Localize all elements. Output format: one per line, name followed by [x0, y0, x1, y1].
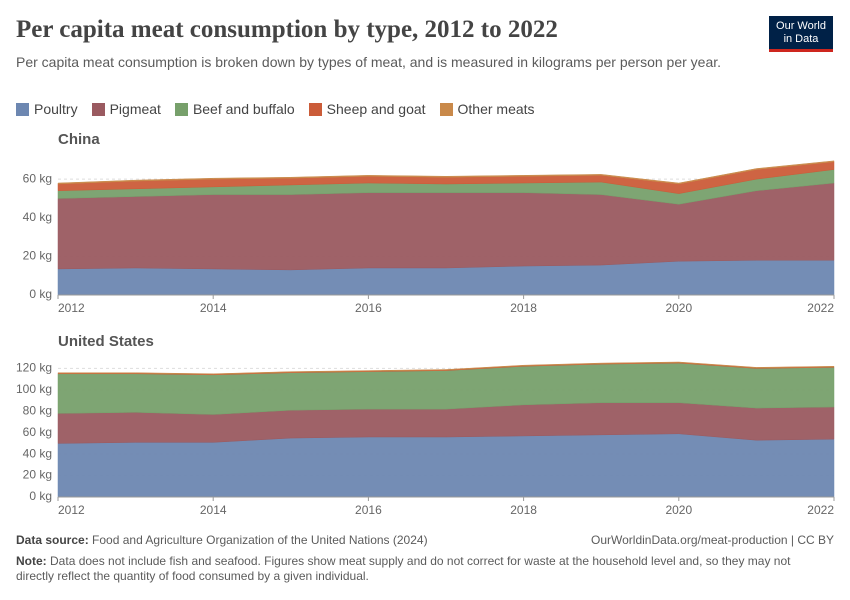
chart: China 0 kg 20 kg 40 kg 60 kg 2012 2014 2016 2018…	[16, 131, 835, 517]
legend-swatch	[308, 102, 322, 116]
x-tick-label: 2022	[807, 503, 834, 517]
panel-title: China	[58, 131, 100, 148]
x-tick-label: 2020	[665, 301, 692, 315]
y-tick-label: 60 kg	[23, 171, 52, 185]
chart-subtitle: Per capita meat consumption is broken do…	[16, 54, 722, 70]
legend-item[interactable]: Poultry	[16, 101, 78, 117]
legend-label: Beef and buffalo	[192, 101, 295, 117]
legend-swatch	[91, 102, 105, 116]
url[interactable]: OurWorldinData.org/meat-production | CC …	[591, 533, 834, 547]
panel-title: United States	[58, 333, 154, 350]
note: Note: Data does not include fish and sea…	[16, 554, 806, 584]
legend-label: Pigmeat	[109, 101, 161, 117]
source-text: Food and Agriculture Organization of the…	[92, 533, 428, 547]
note-label: Note:	[16, 554, 47, 568]
note-text: Data does not include fish and seafood. …	[16, 554, 791, 583]
chart-title: Per capita meat consumption by type, 201…	[16, 16, 558, 43]
legend-label: Other meats	[457, 101, 535, 117]
logo[interactable]: Our World in Data	[769, 16, 833, 52]
x-tick-label: 2016	[355, 301, 382, 315]
legend-item[interactable]: Beef and buffalo	[174, 101, 295, 117]
legend-swatch	[439, 102, 453, 116]
y-tick-label: 20 kg	[23, 468, 52, 482]
legend-item[interactable]: Sheep and goat	[308, 101, 426, 117]
y-tick-label: 20 kg	[23, 249, 52, 263]
y-tick-label: 60 kg	[23, 425, 52, 439]
legend-swatch	[16, 102, 29, 116]
y-tick-label: 0 kg	[29, 489, 52, 503]
y-tick-label: 40 kg	[23, 210, 52, 224]
x-tick-label: 2018	[510, 301, 537, 315]
legend-label: Sheep and goat	[326, 101, 426, 117]
x-tick-label: 2014	[200, 301, 227, 315]
area	[57, 433, 835, 498]
x-tick-label: 2018	[510, 503, 537, 517]
x-tick-label: 2016	[355, 503, 382, 517]
logo-text: Our World	[776, 20, 826, 32]
legend-swatch	[174, 102, 188, 116]
source: Data source: Food and Agriculture Organi…	[16, 533, 428, 548]
logo-text: in Data	[783, 33, 819, 45]
legend: Poultry Pigmeat Beef and buffalo Sheep and …	[16, 101, 535, 117]
x-tick-label: 2022	[807, 301, 834, 315]
area	[57, 361, 835, 375]
source-label: Data source:	[16, 533, 89, 547]
x-tick-label: 2020	[665, 503, 692, 517]
x-tick-label: 2012	[58, 301, 85, 315]
legend-item[interactable]: Other meats	[439, 101, 535, 117]
y-tick-label: 100 kg	[16, 382, 52, 396]
y-tick-label: 0 kg	[29, 287, 52, 301]
y-tick-label: 80 kg	[23, 403, 52, 417]
legend-item[interactable]: Pigmeat	[91, 101, 161, 117]
y-tick-label: 40 kg	[23, 446, 52, 460]
x-tick-label: 2014	[200, 503, 227, 517]
legend-label: Poultry	[34, 101, 78, 117]
y-tick-label: 120 kg	[16, 361, 52, 375]
area	[57, 160, 835, 185]
x-tick-label: 2012	[58, 503, 85, 517]
